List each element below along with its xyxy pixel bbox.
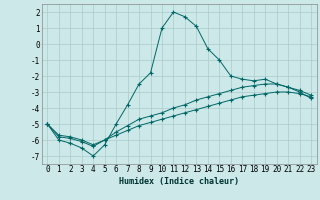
- X-axis label: Humidex (Indice chaleur): Humidex (Indice chaleur): [119, 177, 239, 186]
